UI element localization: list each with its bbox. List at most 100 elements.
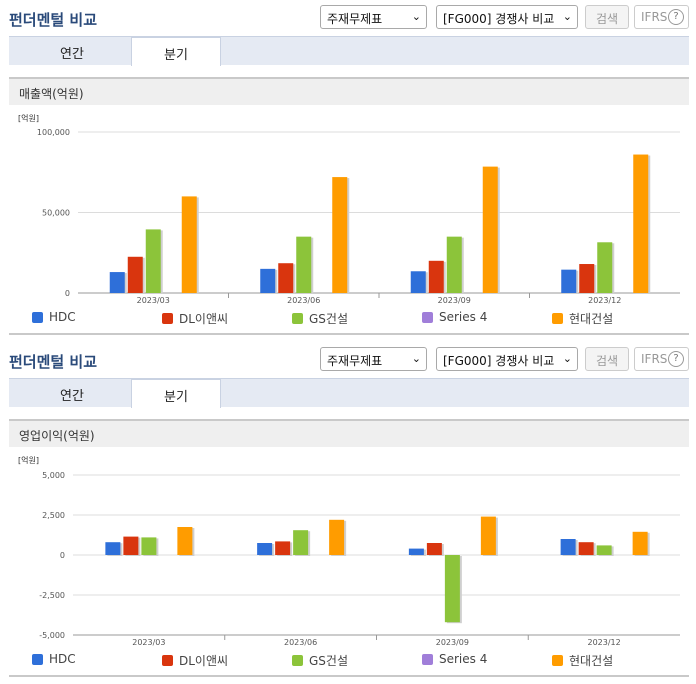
bar-DL이앤씨 <box>578 542 594 555</box>
panel-title: 펀더멘털 비교 <box>9 353 98 371</box>
legend-item[interactable]: 현대건설 <box>552 310 613 327</box>
y-unit-label: [억원] <box>18 113 39 123</box>
bar-GS건설 <box>293 530 309 555</box>
x-tick-label: 2023/03 <box>132 638 165 647</box>
bar-DL이앤씨 <box>278 263 294 293</box>
bar-HDC <box>105 542 121 555</box>
legend-swatch <box>292 313 303 324</box>
tab-quarterly[interactable]: 분기 <box>131 37 221 66</box>
y-tick-label: 0 <box>60 551 65 560</box>
legend-swatch <box>162 655 173 666</box>
legend-label: DL이앤씨 <box>179 654 229 668</box>
legend-swatch <box>422 653 433 665</box>
fundamental-panel-operating-profit: 펀더멘털 비교 주재무제표 ⌄ [FG000] 경쟁사 비교 ⌄ 검색 IFRS… <box>0 342 696 684</box>
x-tick-label: 2023/09 <box>436 638 469 647</box>
legend-item[interactable]: HDC <box>32 652 76 666</box>
legend-swatch <box>552 655 563 666</box>
chart-legend: HDC DL이앤씨 GS건설 Series 4 현대건설 <box>0 652 696 670</box>
chevron-down-icon: ⌄ <box>411 352 421 365</box>
bar-HDC <box>260 268 276 293</box>
divider <box>9 333 689 335</box>
bar-HDC <box>560 539 576 555</box>
y-tick-label: 5,000 <box>42 471 65 480</box>
bar-DL이앤씨 <box>579 264 595 293</box>
legend-label: Series 4 <box>439 310 488 324</box>
legend-item[interactable]: GS건설 <box>292 310 348 327</box>
peer-group-select[interactable]: [FG000] 경쟁사 비교 ⌄ <box>436 347 578 371</box>
legend-label: Series 4 <box>439 652 488 666</box>
chevron-down-icon: ⌄ <box>411 10 421 23</box>
legend-swatch <box>292 655 303 666</box>
bar-현대건설 <box>332 177 348 293</box>
fundamental-panel-revenue: 펀더멘털 비교 주재무제표 ⌄ [FG000] 경쟁사 비교 ⌄ 검색 IFRS… <box>0 5 696 335</box>
tab-annual[interactable]: 연간 <box>60 389 84 404</box>
legend-swatch <box>32 653 43 665</box>
ifrs-button[interactable]: IFRS ? <box>634 347 689 371</box>
bar-GS건설 <box>444 555 460 623</box>
legend-item[interactable]: GS건설 <box>292 652 348 669</box>
y-tick-label: -5,000 <box>39 631 65 640</box>
bar-현대건설 <box>480 516 496 555</box>
ifrs-button[interactable]: IFRS ? <box>634 5 689 29</box>
legend-label: HDC <box>49 652 76 666</box>
ifrs-label: IFRS <box>641 10 668 24</box>
period-tabs: 연간 분기 <box>9 36 689 66</box>
revenue-chart: [억원] 0 50,000 100,000 2023/03 2023/06 2023/09 2… <box>18 113 680 305</box>
bar-DL이앤씨 <box>275 541 291 555</box>
bar-GS건설 <box>596 545 612 555</box>
divider <box>9 675 689 677</box>
search-button[interactable]: 검색 <box>585 347 629 371</box>
legend-swatch <box>552 313 563 324</box>
chevron-down-icon: ⌄ <box>562 352 572 365</box>
bar-현대건설 <box>633 154 649 293</box>
tab-annual[interactable]: 연간 <box>60 47 84 62</box>
legend-label: 현대건설 <box>569 654 614 668</box>
peer-group-select-value: [FG000] 경쟁사 비교 <box>443 12 555 26</box>
bar-GS건설 <box>597 242 613 293</box>
legend-item[interactable]: DL이앤씨 <box>162 652 228 669</box>
search-button[interactable]: 검색 <box>585 5 629 29</box>
tab-quarterly[interactable]: 분기 <box>131 379 221 408</box>
x-tick-label: 2023/06 <box>284 638 317 647</box>
y-tick-label: 100,000 <box>37 128 70 137</box>
bar-HDC <box>410 271 426 293</box>
bar-현대건설 <box>329 519 345 555</box>
statement-select[interactable]: 주재무제표 ⌄ <box>320 5 427 29</box>
y-tick-label: -2,500 <box>39 591 65 600</box>
bar-GS건설 <box>446 236 462 293</box>
peer-group-select[interactable]: [FG000] 경쟁사 비교 ⌄ <box>436 5 578 29</box>
legend-item[interactable]: Series 4 <box>422 652 487 666</box>
help-icon[interactable]: ? <box>668 351 684 367</box>
legend-label: GS건설 <box>309 654 348 668</box>
legend-item[interactable]: 현대건설 <box>552 652 613 669</box>
bar-현대건설 <box>181 196 197 293</box>
chart-legend: HDC DL이앤씨 GS건설 Series 4 현대건설 <box>0 310 696 328</box>
statement-select[interactable]: 주재무제표 ⌄ <box>320 347 427 371</box>
y-tick-label: 2,500 <box>42 511 65 520</box>
legend-swatch <box>422 311 433 323</box>
help-icon[interactable]: ? <box>668 9 684 25</box>
bar-HDC <box>109 272 125 293</box>
legend-swatch <box>162 313 173 324</box>
ifrs-label: IFRS <box>641 352 668 366</box>
panel-title: 펀더멘털 비교 <box>9 11 98 29</box>
bar-DL이앤씨 <box>123 536 139 555</box>
operating-profit-chart: [억원] -5,000 -2,500 0 2,500 5,000 2023/03 2023/0… <box>18 455 680 647</box>
legend-item[interactable]: DL이앤씨 <box>162 310 228 327</box>
y-tick-label: 50,000 <box>42 209 70 218</box>
bar-HDC <box>561 269 577 293</box>
bar-DL이앤씨 <box>127 256 143 293</box>
bar-현대건설 <box>177 527 193 555</box>
bar-현대건설 <box>482 166 498 293</box>
bar-GS건설 <box>141 537 157 555</box>
x-tick-label: 2023/12 <box>588 638 621 647</box>
legend-swatch <box>32 311 43 323</box>
legend-label: DL이앤씨 <box>179 312 229 326</box>
legend-item[interactable]: HDC <box>32 310 76 324</box>
x-tick-label: 2023/06 <box>287 296 320 305</box>
x-tick-label: 2023/03 <box>137 296 170 305</box>
x-tick-label: 2023/12 <box>588 296 621 305</box>
legend-item[interactable]: Series 4 <box>422 310 487 324</box>
bar-HDC <box>257 543 273 555</box>
legend-label: 현대건설 <box>569 312 614 326</box>
